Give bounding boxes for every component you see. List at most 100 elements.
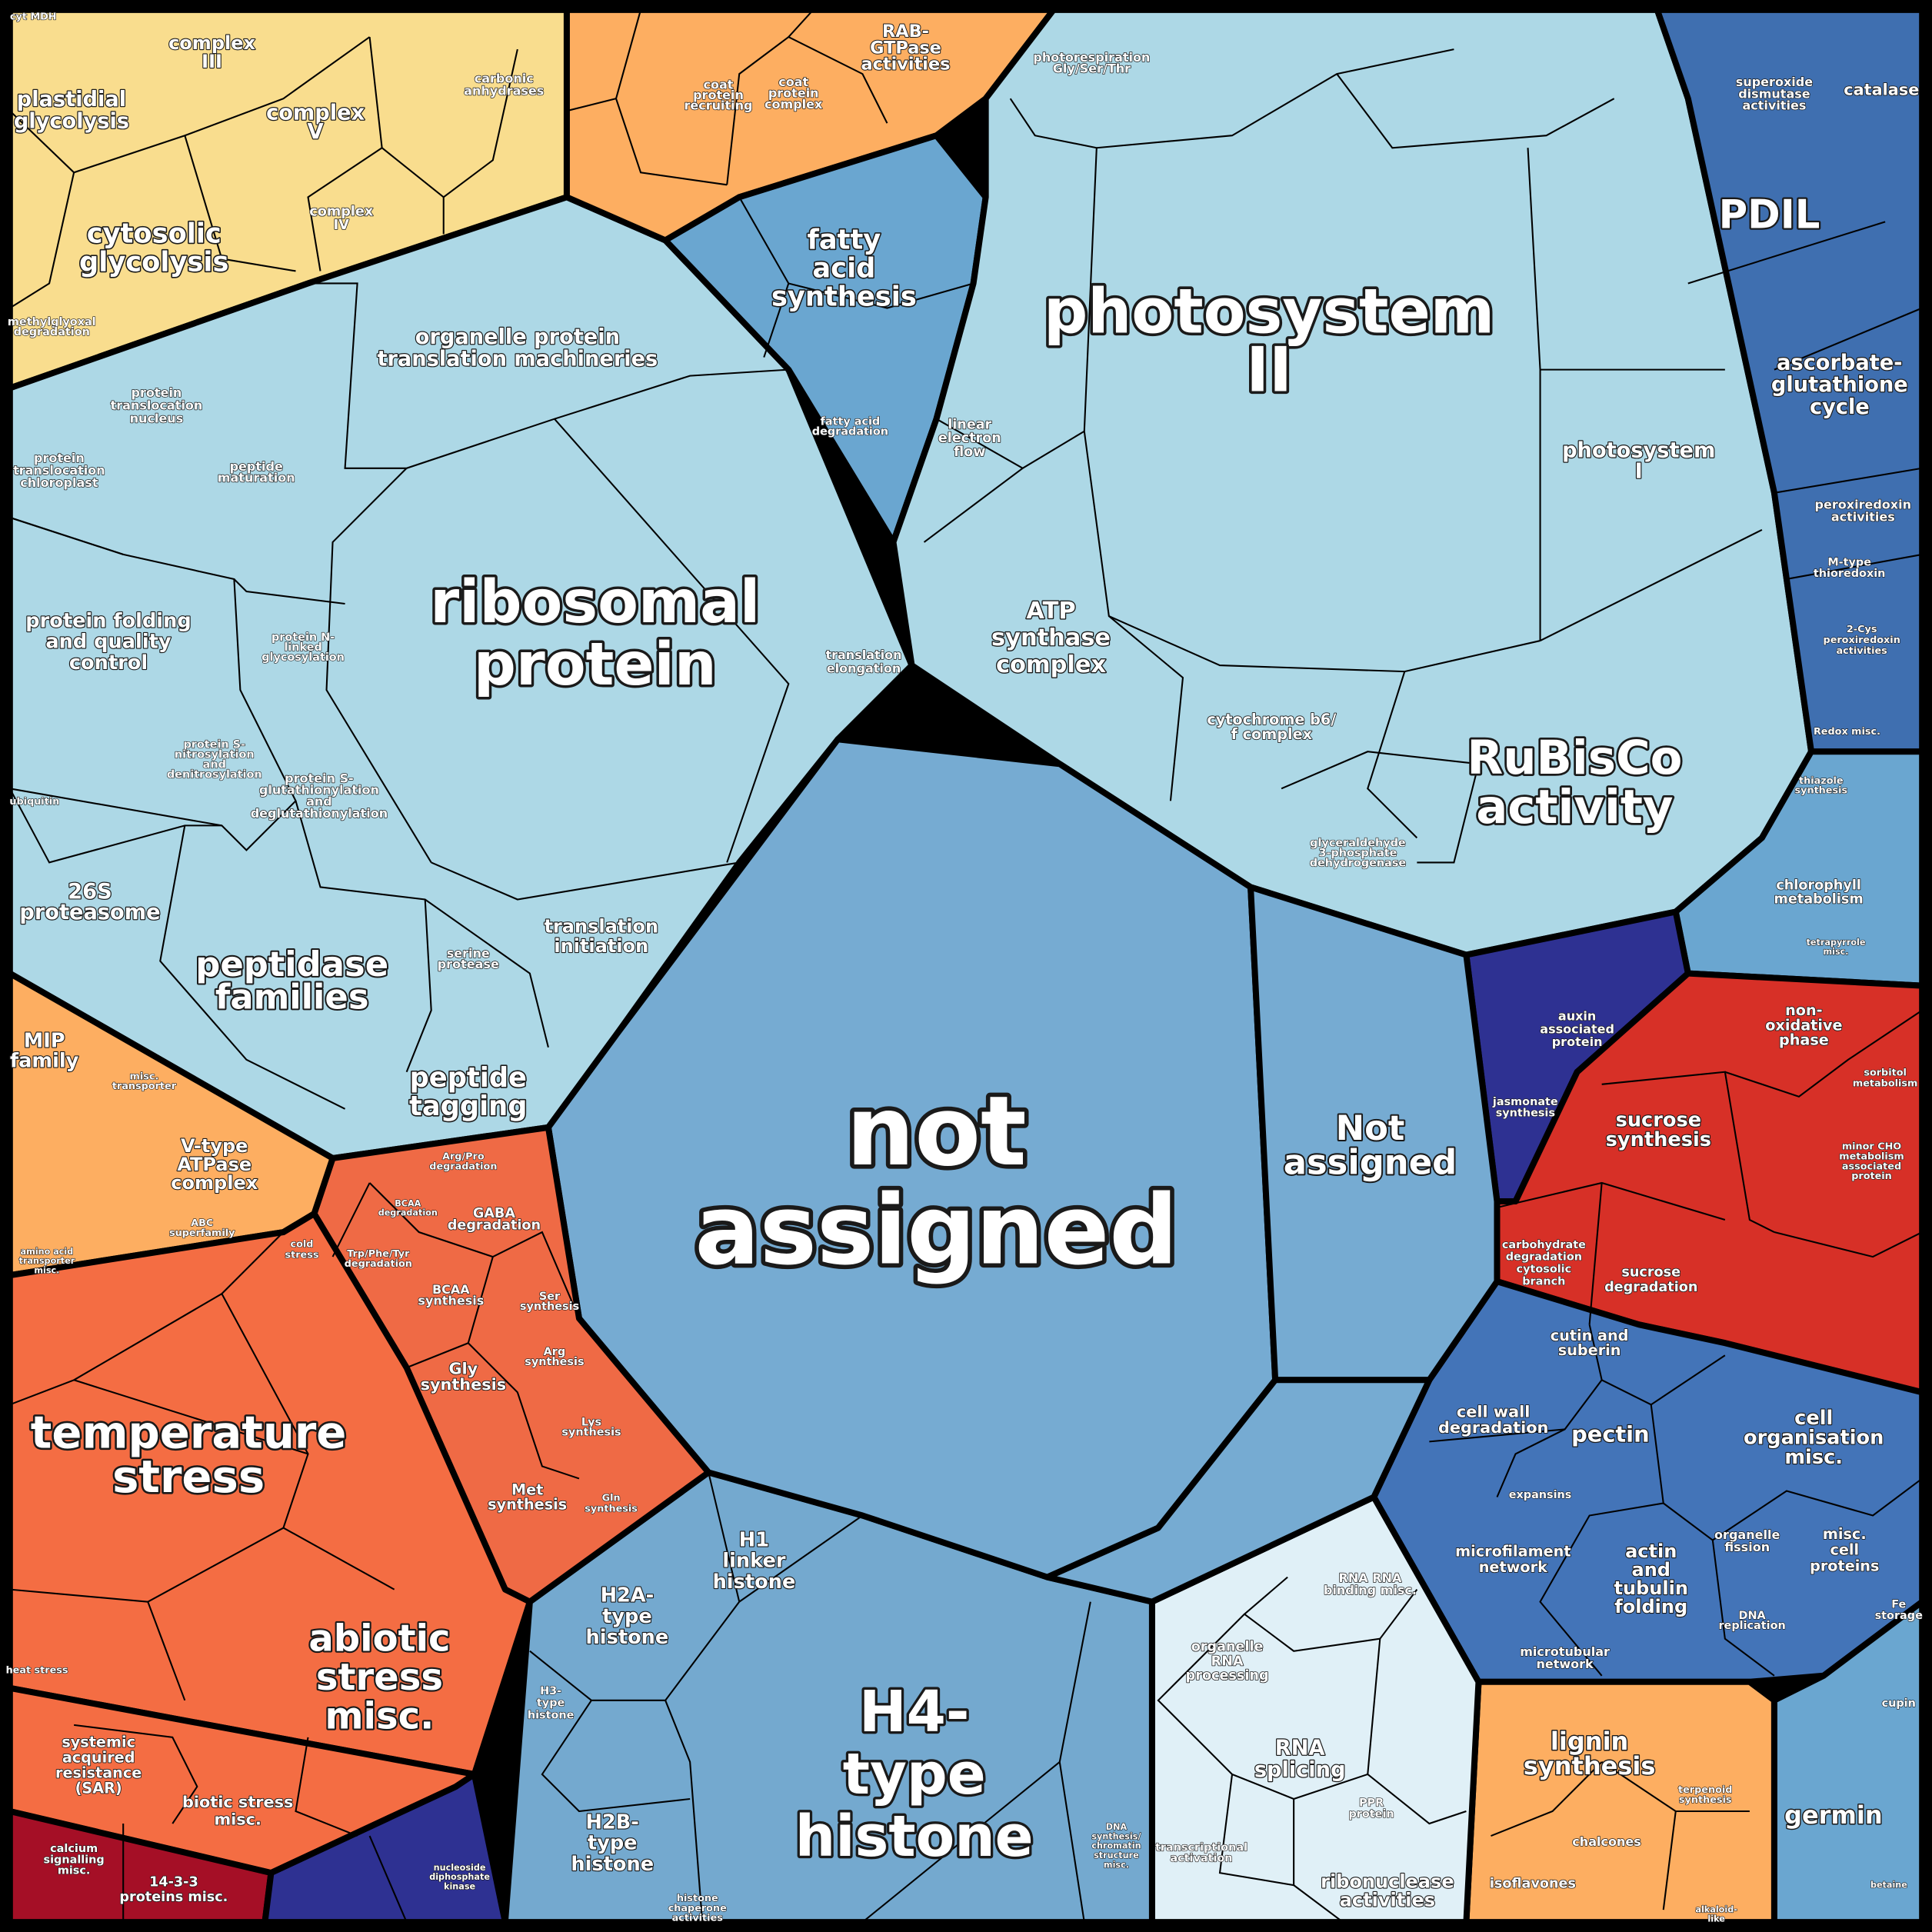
label-line: misc.	[130, 1071, 159, 1082]
subregion-border	[307, 147, 383, 271]
subregion-border	[1083, 148, 1541, 673]
label-coat-recruit: coat protein recruiting	[684, 77, 752, 112]
label-line: dismutase	[1738, 86, 1810, 101]
label-line: cutin and	[1551, 1327, 1629, 1344]
label-fatty-acid-synthesis: fatty acid synthesis	[771, 225, 917, 313]
label-microfilament: microfilament network	[1455, 1542, 1571, 1576]
subregion-border	[1108, 615, 1184, 801]
label-not-assigned-main: not assigned	[695, 1076, 1178, 1287]
label-line: photorespiration	[1033, 50, 1150, 65]
label-line: proteins	[1810, 1557, 1879, 1574]
label-line: Fe	[1891, 1599, 1906, 1611]
subregion-border	[1774, 307, 1923, 371]
subregion-border	[763, 283, 790, 358]
label-line: jasmonate	[1492, 1096, 1558, 1108]
label-line: tagging	[409, 1091, 527, 1122]
subregion-border	[788, 9, 814, 38]
label-m-thioredoxin: M-type thioredoxin	[1814, 556, 1886, 579]
label-line: dehydrogenase	[1310, 858, 1407, 870]
label-peptide-maturation: peptide maturation	[218, 459, 295, 485]
label-line: isoflavones	[1490, 1876, 1576, 1891]
label-line: Redox misc.	[1814, 726, 1880, 738]
label-line: fatty	[808, 225, 881, 256]
subregion-border	[1539, 1404, 1664, 1677]
label-line: organisation	[1744, 1427, 1884, 1450]
label-tetrapyrrole: tetrapyrrole misc.	[1807, 938, 1866, 957]
label-line: M-type	[1827, 556, 1871, 568]
label-cell-org: cell organisation misc.	[1744, 1407, 1884, 1469]
label-line: biotic stress	[182, 1793, 294, 1811]
label-line: complex	[996, 651, 1106, 678]
label-line: protease	[438, 957, 499, 971]
label-ascorbate: ascorbate-glutathione cycle	[1771, 351, 1908, 419]
subregion-border	[923, 467, 1024, 543]
subregion-border	[1281, 751, 1479, 790]
subregion-border	[1687, 221, 1886, 285]
label-line: catalase	[1844, 80, 1919, 98]
subregion-border	[665, 1700, 704, 1923]
label-photosystem-ii: photosystem II	[1044, 276, 1494, 406]
label-line: degradation	[448, 1218, 541, 1234]
label-line: activities	[1837, 645, 1888, 657]
label-line: protein	[1348, 1808, 1394, 1820]
label-line: misc.	[1823, 1525, 1867, 1543]
label-line: III	[202, 51, 222, 72]
label-line: type	[602, 1605, 652, 1628]
label-line: associated	[1842, 1161, 1901, 1172]
label-line: degradation	[1604, 1280, 1697, 1295]
label-line: degradation	[1438, 1418, 1548, 1437]
label-line: H3-	[540, 1685, 561, 1697]
label-line: protein S-	[183, 738, 245, 751]
label-line: linear	[948, 418, 991, 433]
label-line: ribosomal	[430, 568, 760, 637]
label-jasmonate: jasmonate synthesis	[1492, 1096, 1558, 1119]
subregion-border	[1491, 1761, 1603, 1837]
label-linear-flow: linear electron flow	[938, 418, 1001, 460]
label-translation-init: translation initiation	[544, 916, 658, 957]
label-gln: Gln synthesis	[585, 1492, 638, 1514]
label-line: misc.	[1784, 1446, 1843, 1469]
label-line: degradation	[812, 426, 888, 438]
label-serine-protease: serine protease	[438, 946, 499, 971]
label-line: GABA	[473, 1206, 516, 1221]
label-gly-synth: Gly synthesis	[421, 1359, 507, 1394]
label-thiazole: thiazole synthesis	[1795, 775, 1848, 797]
subregion-border	[368, 1835, 408, 1923]
label-catalase: catalase	[1844, 80, 1919, 98]
label-line: V	[308, 120, 324, 144]
label-line: protein	[474, 631, 717, 699]
label-line: ubiquitin	[9, 796, 59, 808]
label-line: glutathione	[1771, 373, 1908, 397]
label-line: nucleoside	[434, 1863, 486, 1873]
label-line: synthase	[991, 625, 1111, 651]
label-line: peptide	[230, 459, 283, 474]
label-line: misc.	[58, 1865, 91, 1877]
label-line: cell wall	[1457, 1402, 1531, 1421]
label-sorbitol: sorbitol metabolism	[1853, 1068, 1917, 1090]
label-line: misc.	[34, 1266, 59, 1276]
label-non-oxidative: non-oxidative phase	[1765, 1001, 1842, 1048]
label-line: families	[215, 976, 369, 1017]
label-line: metabolism	[1774, 891, 1864, 907]
label-line: synthesis	[1679, 1794, 1732, 1806]
label-line: histone	[571, 1853, 654, 1876]
label-line: deglutathionylation	[251, 806, 388, 821]
label-line: complex	[764, 97, 823, 112]
label-line: translation machineries	[377, 348, 658, 371]
label-line: maturation	[218, 470, 295, 485]
subregion-border	[615, 9, 728, 186]
label-line: ribonuclease	[1321, 1870, 1454, 1892]
subregion-border	[184, 135, 296, 272]
label-actin: actin and tubulin folding	[1614, 1541, 1688, 1617]
label-transcr: transcriptional activation	[1155, 1841, 1247, 1864]
label-line: cytosolic	[1517, 1264, 1572, 1276]
label-ribosomal-protein: ribosomal protein	[430, 568, 760, 699]
label-line: alkaloid-	[1695, 1904, 1737, 1914]
subregion-border	[1367, 671, 1418, 839]
label-translation-elong: translation elongation	[825, 648, 901, 676]
label-line: tetrapyrrole	[1807, 938, 1866, 948]
label-line: protein	[34, 451, 85, 465]
label-line: kinase	[444, 1882, 475, 1892]
label-line: synthesis	[525, 1356, 584, 1368]
label-line: protein	[1552, 1034, 1603, 1049]
